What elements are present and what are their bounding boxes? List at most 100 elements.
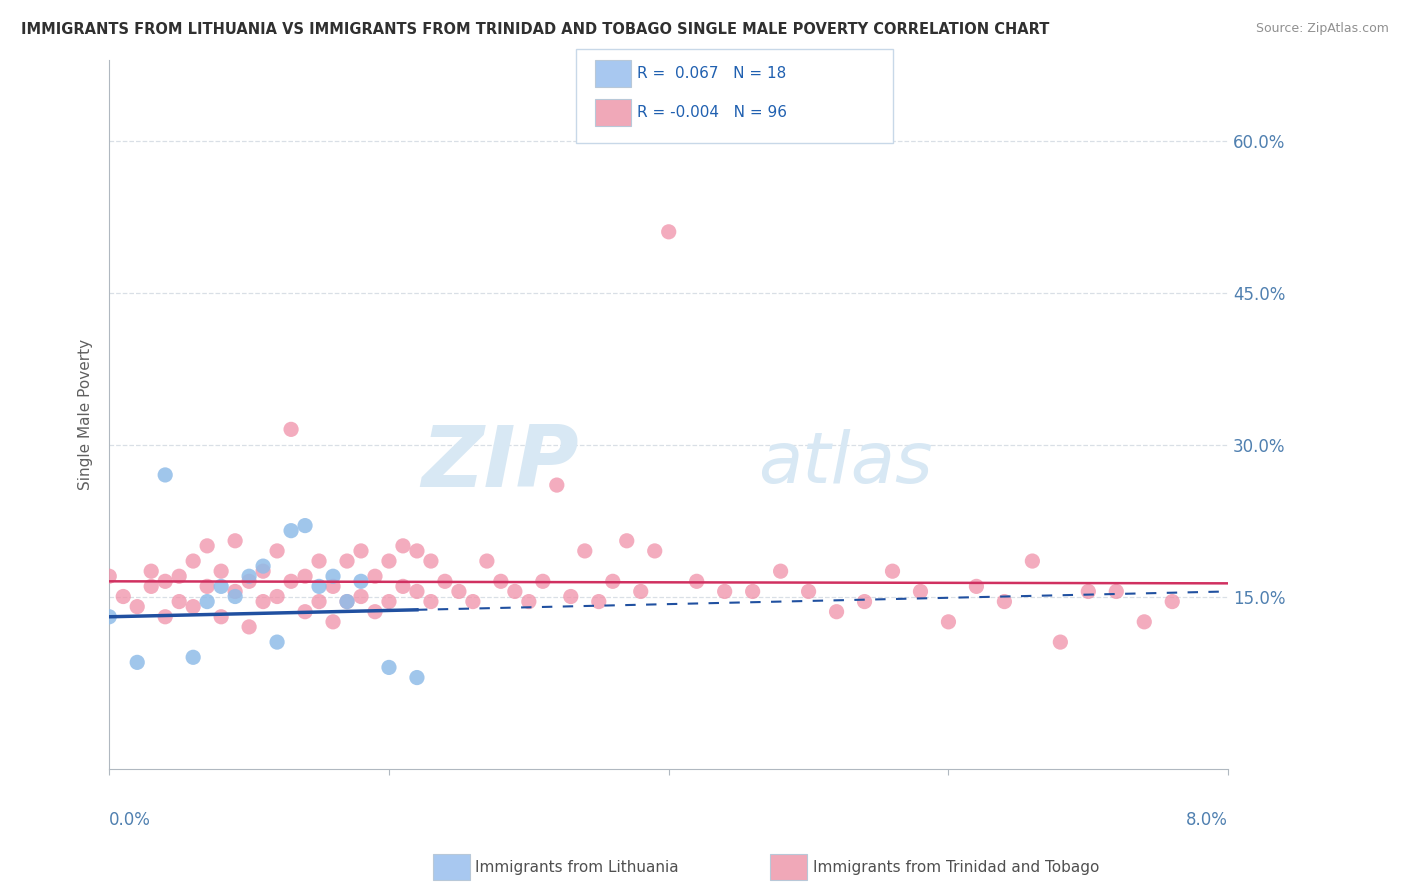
- Point: [378, 660, 401, 674]
- Point: [127, 599, 149, 614]
- Point: [181, 554, 204, 568]
- Point: [224, 584, 246, 599]
- Point: [181, 650, 204, 665]
- Point: [336, 554, 359, 568]
- Point: [825, 605, 848, 619]
- Point: [602, 574, 624, 589]
- Point: [713, 584, 735, 599]
- Point: [517, 594, 540, 608]
- Point: [224, 533, 246, 548]
- Point: [503, 584, 526, 599]
- Point: [392, 539, 415, 553]
- Point: [308, 554, 330, 568]
- Point: [195, 594, 218, 608]
- Point: [797, 584, 820, 599]
- Point: [350, 574, 373, 589]
- Point: [420, 594, 443, 608]
- Point: [364, 605, 387, 619]
- Point: [686, 574, 709, 589]
- Text: IMMIGRANTS FROM LITHUANIA VS IMMIGRANTS FROM TRINIDAD AND TOBAGO SINGLE MALE POV: IMMIGRANTS FROM LITHUANIA VS IMMIGRANTS …: [21, 22, 1049, 37]
- Point: [336, 594, 359, 608]
- Point: [294, 569, 316, 583]
- Point: [1133, 615, 1156, 629]
- Text: R = -0.004   N = 96: R = -0.004 N = 96: [637, 105, 787, 120]
- Text: Immigrants from Trinidad and Tobago: Immigrants from Trinidad and Tobago: [813, 860, 1099, 874]
- Point: [252, 564, 274, 578]
- Point: [280, 422, 302, 436]
- Point: [392, 579, 415, 593]
- Point: [112, 590, 135, 604]
- Point: [350, 544, 373, 558]
- Point: [238, 569, 260, 583]
- Point: [616, 533, 638, 548]
- Point: [378, 594, 401, 608]
- Point: [433, 574, 456, 589]
- Point: [98, 609, 121, 624]
- Point: [769, 564, 792, 578]
- Point: [181, 599, 204, 614]
- Point: [322, 615, 344, 629]
- Text: ZIP: ZIP: [422, 422, 579, 505]
- Point: [531, 574, 554, 589]
- Point: [588, 594, 610, 608]
- Point: [209, 579, 232, 593]
- Point: [475, 554, 498, 568]
- Point: [141, 579, 163, 593]
- Text: atlas: atlas: [758, 429, 932, 499]
- Point: [630, 584, 652, 599]
- Point: [308, 594, 330, 608]
- Point: [489, 574, 512, 589]
- Point: [98, 569, 121, 583]
- Point: [266, 544, 288, 558]
- Point: [910, 584, 932, 599]
- Point: [461, 594, 484, 608]
- Point: [658, 225, 681, 239]
- Point: [644, 544, 666, 558]
- Point: [322, 569, 344, 583]
- Point: [853, 594, 876, 608]
- Point: [195, 579, 218, 593]
- Point: [153, 574, 176, 589]
- Text: Immigrants from Lithuania: Immigrants from Lithuania: [475, 860, 679, 874]
- Point: [336, 594, 359, 608]
- Point: [420, 554, 443, 568]
- Point: [280, 524, 302, 538]
- Point: [1105, 584, 1128, 599]
- Point: [406, 584, 429, 599]
- Point: [406, 544, 429, 558]
- Point: [364, 569, 387, 583]
- Point: [882, 564, 904, 578]
- Point: [153, 609, 176, 624]
- Point: [1021, 554, 1043, 568]
- Point: [127, 656, 149, 670]
- Point: [266, 635, 288, 649]
- Text: 8.0%: 8.0%: [1187, 812, 1229, 830]
- Point: [209, 564, 232, 578]
- Point: [406, 671, 429, 685]
- Point: [141, 564, 163, 578]
- Point: [167, 594, 190, 608]
- Point: [294, 518, 316, 533]
- Point: [195, 539, 218, 553]
- Point: [993, 594, 1015, 608]
- Point: [167, 569, 190, 583]
- Point: [294, 605, 316, 619]
- Point: [224, 590, 246, 604]
- Text: Source: ZipAtlas.com: Source: ZipAtlas.com: [1256, 22, 1389, 36]
- Point: [546, 478, 568, 492]
- Point: [252, 559, 274, 574]
- Point: [308, 579, 330, 593]
- Point: [322, 579, 344, 593]
- Point: [741, 584, 763, 599]
- Y-axis label: Single Male Poverty: Single Male Poverty: [79, 339, 93, 490]
- Text: 0.0%: 0.0%: [110, 812, 150, 830]
- Point: [965, 579, 987, 593]
- Point: [350, 590, 373, 604]
- Point: [238, 574, 260, 589]
- Point: [560, 590, 582, 604]
- Point: [378, 554, 401, 568]
- Point: [938, 615, 960, 629]
- Point: [1161, 594, 1184, 608]
- Point: [574, 544, 596, 558]
- Point: [252, 594, 274, 608]
